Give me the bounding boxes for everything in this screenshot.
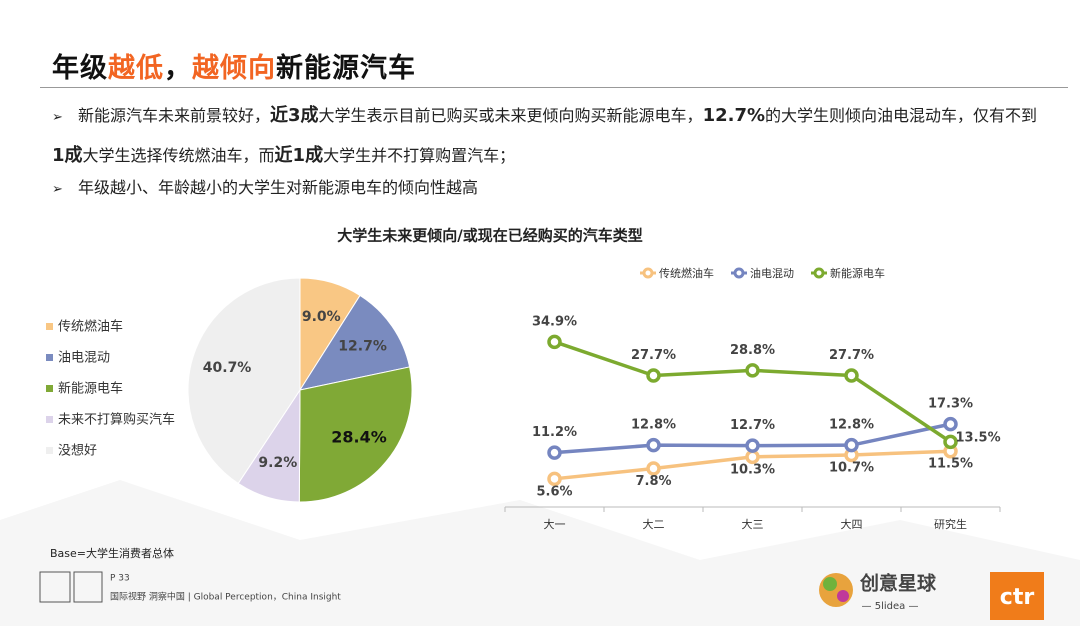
pie-slice: [298, 366, 413, 503]
line-marker: [745, 438, 760, 453]
page-number: P 33: [110, 574, 130, 584]
data-label: 11.5%: [928, 457, 973, 472]
text-run: 大学生并不打算购置汽车；: [323, 146, 516, 165]
x-tick-label: 大一: [544, 517, 566, 531]
line-marker: [745, 449, 760, 465]
data-label: 13.5%: [956, 430, 1001, 445]
text-run: 近3成: [270, 105, 319, 126]
legend-label: 未来不打算购买汽车: [58, 412, 175, 428]
bullet-marker: ➢: [52, 110, 63, 125]
legend-label: 新能源电车: [830, 266, 885, 280]
text-run: 新能源汽车: [276, 53, 416, 84]
x-tick-label: 大三: [742, 517, 764, 531]
pie-slice: [298, 294, 411, 391]
logo-icon: [819, 573, 853, 607]
logo-sub: — 5lidea —: [862, 601, 919, 612]
text-run: ，: [164, 53, 192, 84]
title-rule: [40, 87, 1068, 88]
slide-title: 年级越低，越倾向新能源汽车: [52, 46, 416, 85]
logo-icon: [837, 590, 849, 602]
data-label: 10.3%: [730, 462, 775, 477]
text-run: 越倾向: [192, 53, 276, 84]
line-marker: [646, 368, 661, 383]
text-run: 新能源汽车未来前景较好，: [78, 106, 271, 125]
data-label: 12.8%: [829, 418, 874, 433]
legend-label: 新能源电车: [58, 381, 123, 397]
data-label: 28.4%: [331, 428, 387, 447]
line-marker: [943, 416, 958, 432]
legend-label: 油电混动: [58, 351, 110, 366]
legend-swatch: [46, 385, 53, 392]
data-label: 40.7%: [203, 360, 252, 376]
text-run: 12.7%: [702, 105, 766, 126]
line-marker: [547, 471, 562, 487]
logo-icon: [823, 577, 837, 591]
line-marker: [745, 363, 760, 378]
text-run: 近1成: [274, 145, 324, 166]
legend-marker: [733, 267, 745, 279]
data-label: 17.3%: [928, 397, 973, 412]
text-run: 年级越小、年龄越小的大学生对新能源电车的倾向性越高: [78, 178, 479, 197]
bullet: ➢ 新能源汽车未来前景较好，近3成大学生表示目前已购买或未来更倾向购买新能源电车，…: [52, 97, 1042, 175]
text-run: 的大学生则倾向油电混动车，仅有不到: [765, 106, 1038, 125]
bullet: ➢ 年级越小、年龄越小的大学生对新能源电车的倾向性越高: [52, 169, 1042, 209]
ctr-logo: [990, 572, 1044, 620]
data-label: 27.7%: [829, 348, 874, 363]
data-label: 7.8%: [635, 474, 671, 489]
cert-icon: [39, 571, 71, 603]
line-marker: [646, 437, 661, 453]
legend-swatch: [46, 354, 53, 361]
bullet-marker: ➢: [52, 182, 63, 197]
legend-label: 没想好: [58, 443, 97, 459]
x-tick-label: 研究生: [934, 517, 967, 531]
line-marker: [844, 437, 859, 453]
line-marker: [844, 368, 859, 383]
background-shape: [0, 480, 1080, 626]
ctr-text: ctr: [1000, 585, 1035, 610]
legend-marker: [813, 267, 825, 279]
data-label: 27.7%: [631, 348, 676, 363]
data-label: 12.7%: [730, 418, 775, 433]
chart-title: 大学生未来更倾向/或现在已经购买的汽车类型: [337, 227, 642, 245]
x-tick-label: 大四: [841, 517, 863, 531]
slogan: 国际视野 洞察中国 | Global Perception，China Insi…: [110, 591, 341, 603]
x-tick-label: 大二: [643, 517, 665, 531]
data-label: 10.7%: [829, 460, 874, 475]
text-run: 年级: [52, 53, 108, 84]
line-marker: [943, 434, 958, 450]
text-run: 1成: [52, 145, 83, 166]
cert-icon: [73, 571, 103, 603]
legend-swatch: [46, 447, 53, 454]
legend-swatch: [46, 323, 53, 330]
data-label: 12.7%: [338, 339, 387, 355]
line-marker: [547, 334, 562, 350]
legend-label: 传统燃油车: [659, 266, 714, 280]
text-run: 越低: [108, 53, 164, 84]
data-label: 9.0%: [302, 309, 341, 325]
logo-text: 创意星球: [859, 572, 937, 595]
legend-label: 传统燃油车: [58, 319, 123, 335]
line-marker: [646, 461, 661, 476]
legend-marker: [642, 267, 654, 279]
data-label: 9.2%: [258, 455, 297, 471]
base-note: Base=大学生消费者总体: [50, 546, 174, 560]
legend-swatch: [46, 416, 53, 423]
legend-label: 油电混动: [750, 266, 794, 280]
text-run: 大学生表示目前已购买或未来更倾向购买新能源电车，: [318, 106, 703, 125]
pie-slice: [187, 277, 301, 485]
data-label: 12.8%: [631, 418, 676, 433]
data-label: 11.2%: [532, 425, 577, 440]
line-marker: [547, 445, 562, 460]
data-label: 5.6%: [536, 484, 572, 499]
data-label: 28.8%: [730, 343, 775, 358]
text-run: 大学生选择传统燃油车，而: [82, 146, 275, 165]
data-label: 34.9%: [532, 314, 577, 329]
